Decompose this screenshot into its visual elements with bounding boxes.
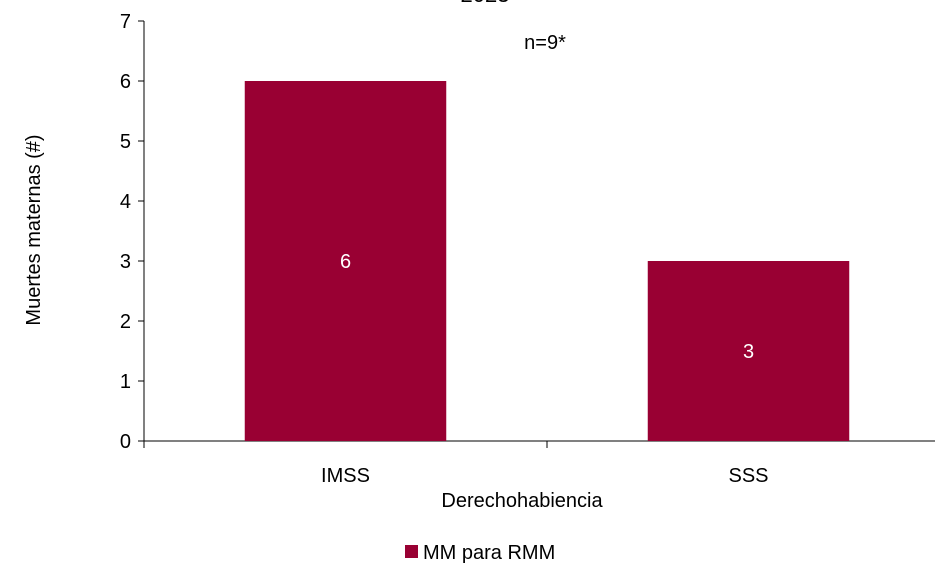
bar-sss bbox=[647, 261, 850, 441]
chart-title: 2023 bbox=[461, 0, 510, 7]
x-axis-label: Derechohabiencia bbox=[441, 490, 603, 512]
y-tick-label: 0 bbox=[120, 431, 131, 453]
y-tick-label: 1 bbox=[120, 371, 131, 393]
legend-label: MM para RMM bbox=[423, 542, 555, 563]
legend: MM para RMM bbox=[405, 542, 555, 563]
legend-swatch bbox=[405, 545, 418, 558]
y-axis-label: Muertes maternas (#) bbox=[23, 134, 45, 325]
y-tick-label: 4 bbox=[120, 191, 131, 213]
bar-imss bbox=[244, 81, 447, 441]
y-tick-label: 5 bbox=[120, 131, 131, 153]
y-tick-label: 6 bbox=[120, 71, 131, 93]
sample-size-annotation: n=9* bbox=[524, 32, 566, 54]
data-label: 3 bbox=[743, 341, 754, 363]
data-label: 6 bbox=[340, 251, 351, 273]
x-tick-label: SSS bbox=[728, 465, 768, 487]
x-tick-label: IMSS bbox=[321, 465, 370, 487]
y-tick-label: 7 bbox=[120, 11, 131, 33]
y-tick-label: 3 bbox=[120, 251, 131, 273]
plot-area: 0 1 2 3 4 5 6 7 6 IMSS 3 SSS bbox=[120, 11, 935, 487]
y-tick-label: 2 bbox=[120, 311, 131, 333]
